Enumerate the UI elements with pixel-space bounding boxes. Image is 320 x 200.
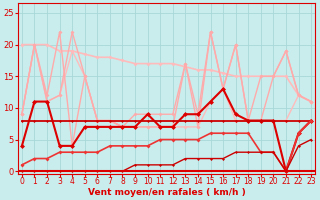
X-axis label: Vent moyen/en rafales ( km/h ): Vent moyen/en rafales ( km/h ) (88, 188, 245, 197)
